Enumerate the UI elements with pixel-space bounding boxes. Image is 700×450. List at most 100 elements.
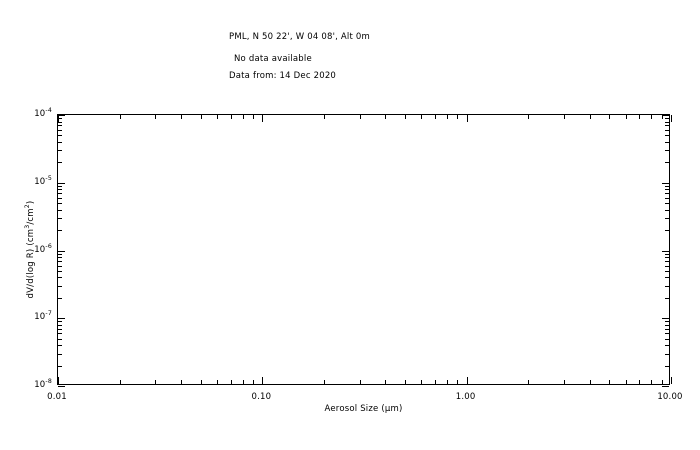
y-minor-tick-right [665, 285, 669, 287]
y-minor-tick-right [665, 365, 669, 367]
x-minor-tick [200, 380, 202, 384]
x-minor-tick-top [446, 115, 448, 119]
y-minor-tick-right [665, 135, 669, 137]
y-minor-tick [58, 209, 62, 211]
y-minor-tick [58, 185, 62, 187]
y-minor-tick [58, 328, 62, 330]
y-minor-tick-right [665, 338, 669, 340]
y-minor-tick [58, 265, 62, 267]
x-minor-tick [242, 380, 244, 384]
x-minor-tick [435, 380, 436, 384]
y-minor-tick-right [665, 353, 669, 355]
y-minor-tick-right [665, 277, 669, 279]
x-minor-tick [564, 380, 566, 384]
y-tick-label: 10-6 [34, 242, 52, 255]
y-minor-tick [58, 162, 62, 164]
x-minor-tick [528, 380, 530, 384]
x-minor-tick [661, 380, 663, 384]
y-minor-tick [58, 197, 62, 199]
y-minor-tick [58, 338, 62, 340]
x-minor-tick [589, 380, 591, 384]
x-tick-label: 10.00 [657, 392, 683, 402]
y-minor-tick-right [665, 141, 669, 143]
y-minor-tick-right [665, 324, 669, 326]
x-minor-tick [385, 380, 387, 384]
y-minor-tick [58, 118, 62, 120]
x-major-tick [262, 377, 264, 384]
y-major-tick-right [662, 386, 669, 387]
x-minor-tick-top [181, 115, 183, 119]
y-minor-tick [58, 203, 62, 205]
y-minor-tick [58, 230, 62, 232]
y-minor-tick [58, 353, 62, 355]
y-minor-tick [58, 189, 62, 191]
y-major-tick-right [662, 250, 669, 252]
x-tick-label: 0.10 [251, 392, 272, 402]
y-major-tick-right [662, 318, 669, 320]
x-axis-title: Aerosol Size (μm) [324, 404, 403, 414]
x-minor-tick [421, 380, 423, 384]
x-minor-tick [217, 380, 218, 384]
x-minor-tick-top [200, 115, 202, 119]
y-minor-tick-right [665, 260, 669, 262]
y-major-tick-right [662, 182, 669, 184]
y-tick-label: 10-4 [34, 107, 52, 119]
y-minor-tick [58, 345, 62, 347]
y-minor-tick-right [665, 203, 669, 205]
y-minor-tick [58, 365, 62, 367]
y-minor-tick [58, 141, 62, 143]
y-minor-tick [58, 285, 62, 287]
x-tick-label: 0.01 [47, 392, 67, 402]
x-minor-tick-top [242, 115, 244, 119]
y-minor-tick [58, 193, 62, 195]
x-tick-label: 1.00 [455, 392, 476, 402]
y-minor-tick-right [665, 230, 669, 232]
x-minor-tick [119, 380, 121, 384]
y-tick-label: 10-5 [34, 174, 52, 187]
x-minor-tick-top [323, 115, 325, 119]
x-major-tick-top [262, 115, 264, 122]
y-major-tick [58, 250, 65, 252]
x-minor-tick-top [528, 115, 530, 119]
x-minor-tick [181, 380, 183, 384]
x-minor-tick-top [119, 115, 121, 119]
y-minor-tick-right [665, 328, 669, 330]
x-major-tick [671, 377, 672, 384]
y-axis-title-text: dV/d(log R) (cm3/cm2) [24, 200, 36, 299]
x-minor-tick-top [217, 115, 218, 119]
x-minor-tick [359, 380, 361, 384]
y-minor-tick-right [665, 218, 669, 220]
x-minor-tick [252, 380, 254, 384]
y-minor-tick-right [665, 270, 669, 272]
y-minor-tick [58, 270, 62, 272]
y-minor-tick [58, 277, 62, 279]
y-minor-tick-right [665, 130, 669, 132]
x-minor-tick-top [155, 115, 157, 119]
x-major-tick [466, 377, 468, 384]
x-major-tick [58, 377, 59, 384]
y-minor-tick [58, 150, 62, 152]
y-major-tick [58, 182, 65, 184]
x-minor-tick-top [252, 115, 254, 119]
y-minor-tick-right [665, 125, 669, 127]
y-minor-tick [58, 333, 62, 335]
y-minor-tick [58, 130, 62, 132]
y-minor-tick-right [665, 321, 669, 323]
y-tick-label: 10-7 [34, 310, 52, 323]
y-minor-tick-right [665, 209, 669, 211]
y-minor-tick-right [665, 118, 669, 120]
x-minor-tick-top [359, 115, 361, 119]
x-minor-tick-top [435, 115, 436, 119]
y-major-tick [58, 115, 65, 116]
x-minor-tick [651, 380, 653, 384]
y-minor-tick-right [665, 257, 669, 259]
y-major-tick-right [662, 115, 669, 116]
x-minor-tick-top [651, 115, 653, 119]
y-major-tick [58, 386, 65, 387]
x-minor-tick [323, 380, 325, 384]
y-minor-tick [58, 125, 62, 127]
x-minor-tick-top [589, 115, 591, 119]
no-data-message: No data available [234, 54, 312, 64]
x-minor-tick [230, 380, 232, 384]
x-minor-tick [625, 380, 627, 384]
